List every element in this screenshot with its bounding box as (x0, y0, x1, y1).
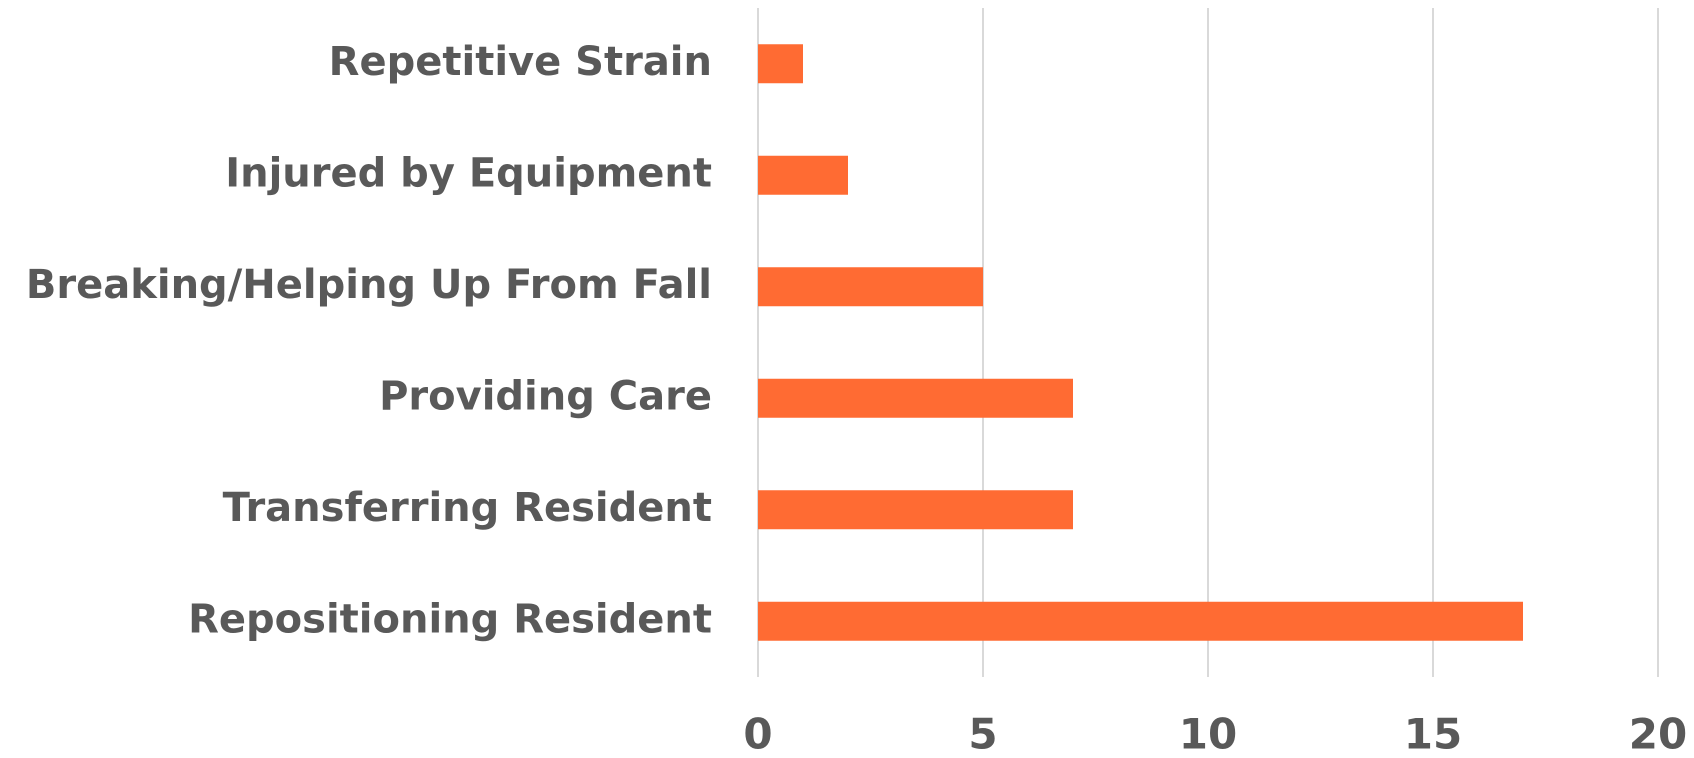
y-tick-label: Repetitive Strain (329, 39, 712, 85)
y-tick-label: Breaking/Helping Up From Fall (26, 262, 712, 308)
x-tick-label: 0 (743, 710, 772, 758)
x-tick-label: 15 (1404, 710, 1462, 758)
bar (758, 44, 803, 84)
y-tick-label: Injured by Equipment (225, 150, 712, 196)
x-tick-label: 20 (1629, 710, 1687, 758)
bar (758, 267, 983, 307)
bar (758, 378, 1073, 418)
y-tick-label: Repositioning Resident (188, 596, 712, 642)
bar (758, 490, 1073, 530)
x-tick-label: 10 (1179, 710, 1237, 758)
bar (758, 601, 1523, 641)
x-tick-label: 5 (968, 710, 997, 758)
y-tick-label: Providing Care (379, 373, 712, 419)
bar (758, 155, 848, 195)
y-tick-label: Transferring Resident (223, 485, 712, 531)
